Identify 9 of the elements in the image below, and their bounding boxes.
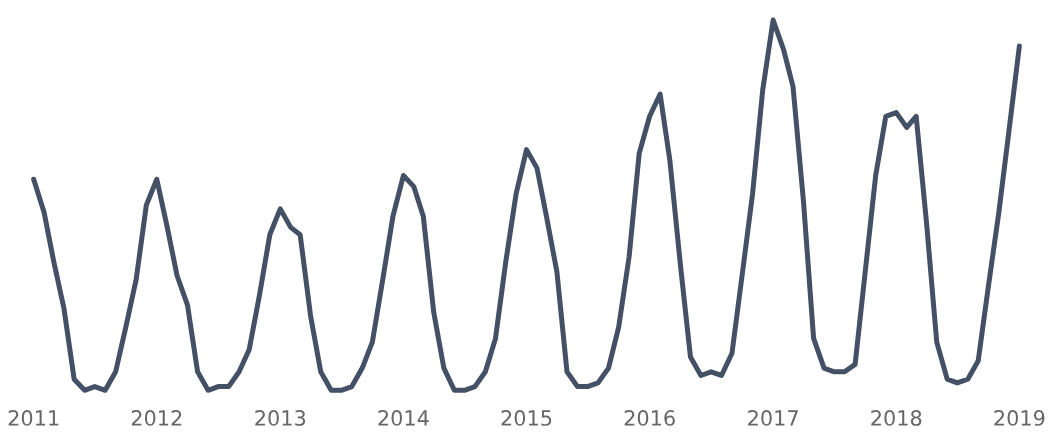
x-tick-label: 2019 bbox=[994, 410, 1045, 426]
x-tick-label: 2011 bbox=[8, 410, 59, 426]
x-tick-label: 2016 bbox=[624, 410, 675, 426]
x-tick-label: 2012 bbox=[131, 410, 182, 426]
x-tick-label: 2014 bbox=[378, 410, 429, 426]
x-tick-label: 2015 bbox=[501, 410, 552, 426]
x-tick-label: 2017 bbox=[748, 410, 798, 426]
x-tick-label: 2013 bbox=[255, 410, 306, 426]
x-tick-label: 2018 bbox=[871, 410, 922, 426]
